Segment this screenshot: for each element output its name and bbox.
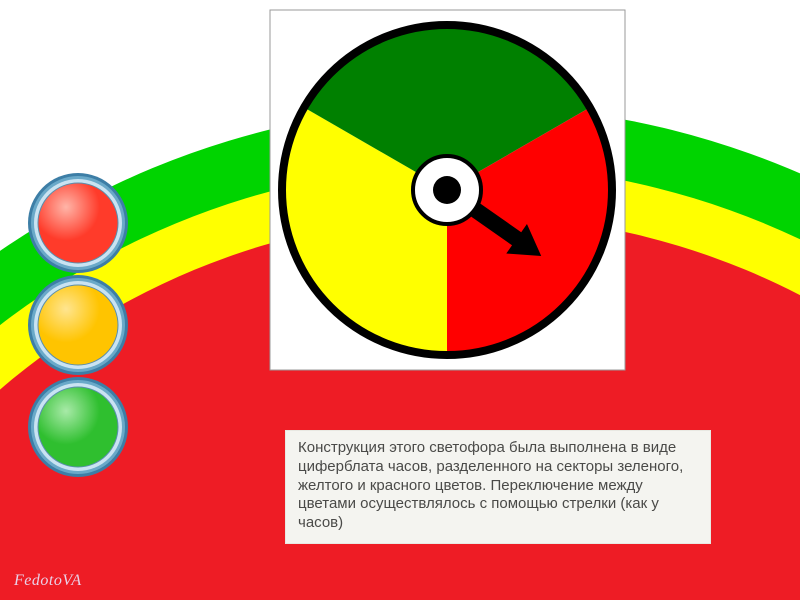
author-credit: FedotoVA <box>14 572 82 590</box>
slide: Конструкция этого светофора была выполне… <box>0 0 800 600</box>
clock-hub-center <box>433 176 461 204</box>
caption-text: Конструкция этого светофора была выполне… <box>285 430 711 544</box>
